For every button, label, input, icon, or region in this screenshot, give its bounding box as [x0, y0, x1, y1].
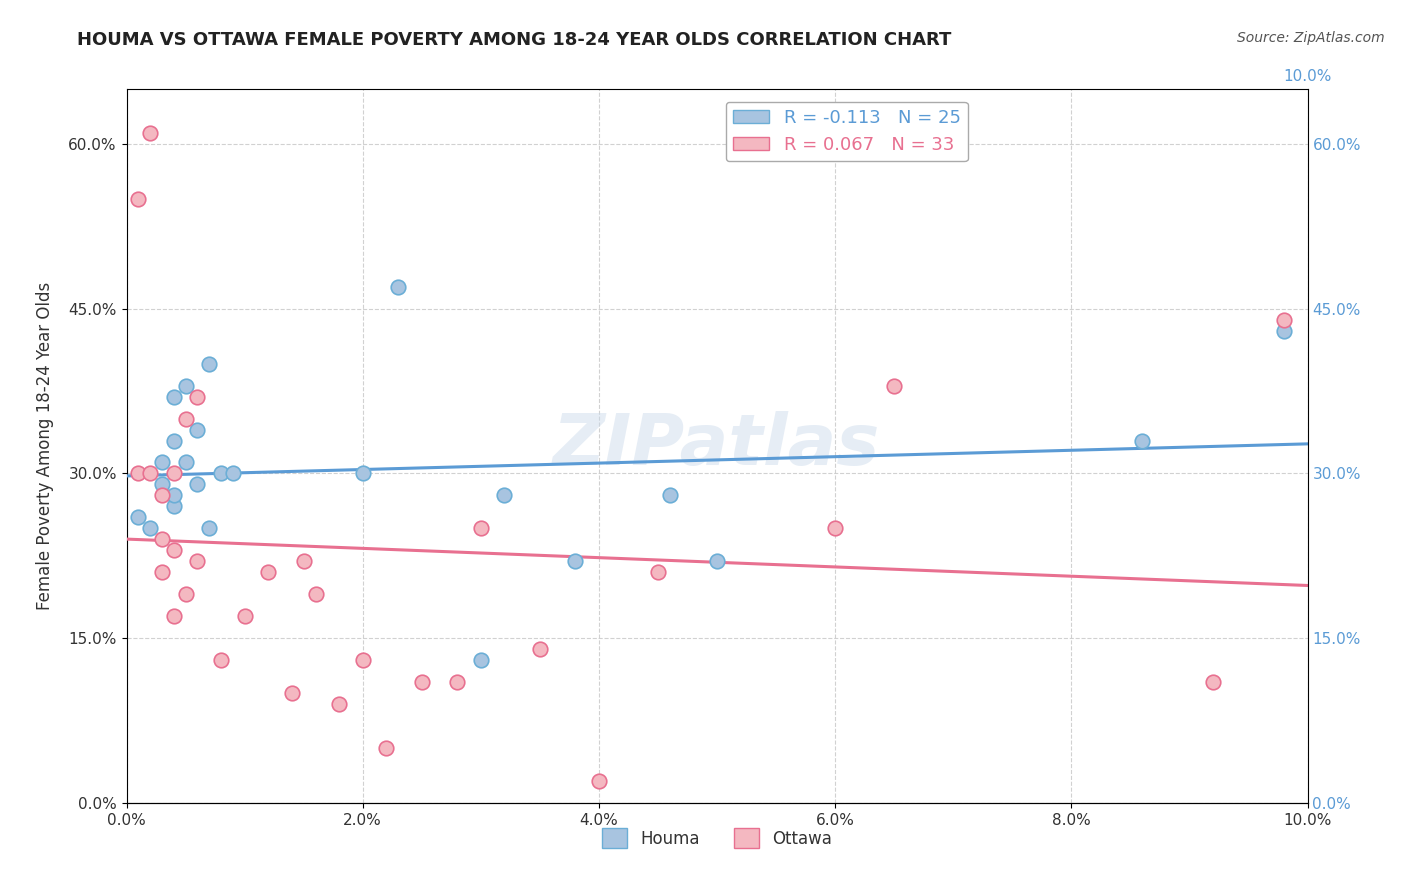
Point	[281, 686, 304, 700]
Point	[198, 357, 221, 371]
Point	[470, 521, 492, 535]
Point	[186, 477, 208, 491]
Point	[222, 467, 245, 481]
Point	[139, 467, 162, 481]
Point	[387, 280, 409, 294]
Point	[150, 477, 173, 491]
Point	[127, 510, 149, 524]
Text: HOUMA VS OTTAWA FEMALE POVERTY AMONG 18-24 YEAR OLDS CORRELATION CHART: HOUMA VS OTTAWA FEMALE POVERTY AMONG 18-…	[77, 31, 952, 49]
Point	[1272, 312, 1295, 326]
Point	[1202, 675, 1225, 690]
Point	[1272, 324, 1295, 338]
Point	[209, 467, 232, 481]
Point	[352, 467, 374, 481]
Point	[494, 488, 516, 502]
Point	[883, 378, 905, 392]
Point	[198, 521, 221, 535]
Point	[139, 126, 162, 140]
Text: Source: ZipAtlas.com: Source: ZipAtlas.com	[1237, 31, 1385, 45]
Point	[186, 554, 208, 568]
Point	[588, 773, 610, 788]
Point	[658, 488, 681, 502]
Point	[292, 554, 315, 568]
Point	[411, 675, 433, 690]
Point	[304, 587, 326, 601]
Point	[564, 554, 586, 568]
Point	[186, 423, 208, 437]
Point	[233, 609, 256, 624]
Point	[163, 488, 186, 502]
Point	[470, 653, 492, 667]
Point	[529, 642, 551, 657]
Point	[328, 697, 350, 711]
Text: ZIPatlas: ZIPatlas	[554, 411, 880, 481]
Point	[174, 587, 197, 601]
Point	[150, 533, 173, 547]
Point	[446, 675, 468, 690]
Point	[174, 378, 197, 392]
Point	[163, 390, 186, 404]
Point	[163, 467, 186, 481]
Point	[352, 653, 374, 667]
Y-axis label: Female Poverty Among 18-24 Year Olds: Female Poverty Among 18-24 Year Olds	[37, 282, 55, 610]
Point	[163, 434, 186, 448]
Point	[127, 467, 149, 481]
Point	[174, 411, 197, 425]
Point	[824, 521, 846, 535]
Point	[257, 566, 280, 580]
Point	[139, 521, 162, 535]
Point	[163, 609, 186, 624]
Point	[150, 488, 173, 502]
Point	[163, 500, 186, 514]
Point	[150, 566, 173, 580]
Point	[375, 740, 398, 755]
Point	[1130, 434, 1153, 448]
Point	[174, 455, 197, 469]
Point	[150, 455, 173, 469]
Point	[209, 653, 232, 667]
Point	[163, 543, 186, 558]
Point	[706, 554, 728, 568]
Point	[186, 390, 208, 404]
Point	[647, 566, 669, 580]
Point	[127, 192, 149, 206]
Legend: Houma, Ottawa: Houma, Ottawa	[596, 822, 838, 855]
